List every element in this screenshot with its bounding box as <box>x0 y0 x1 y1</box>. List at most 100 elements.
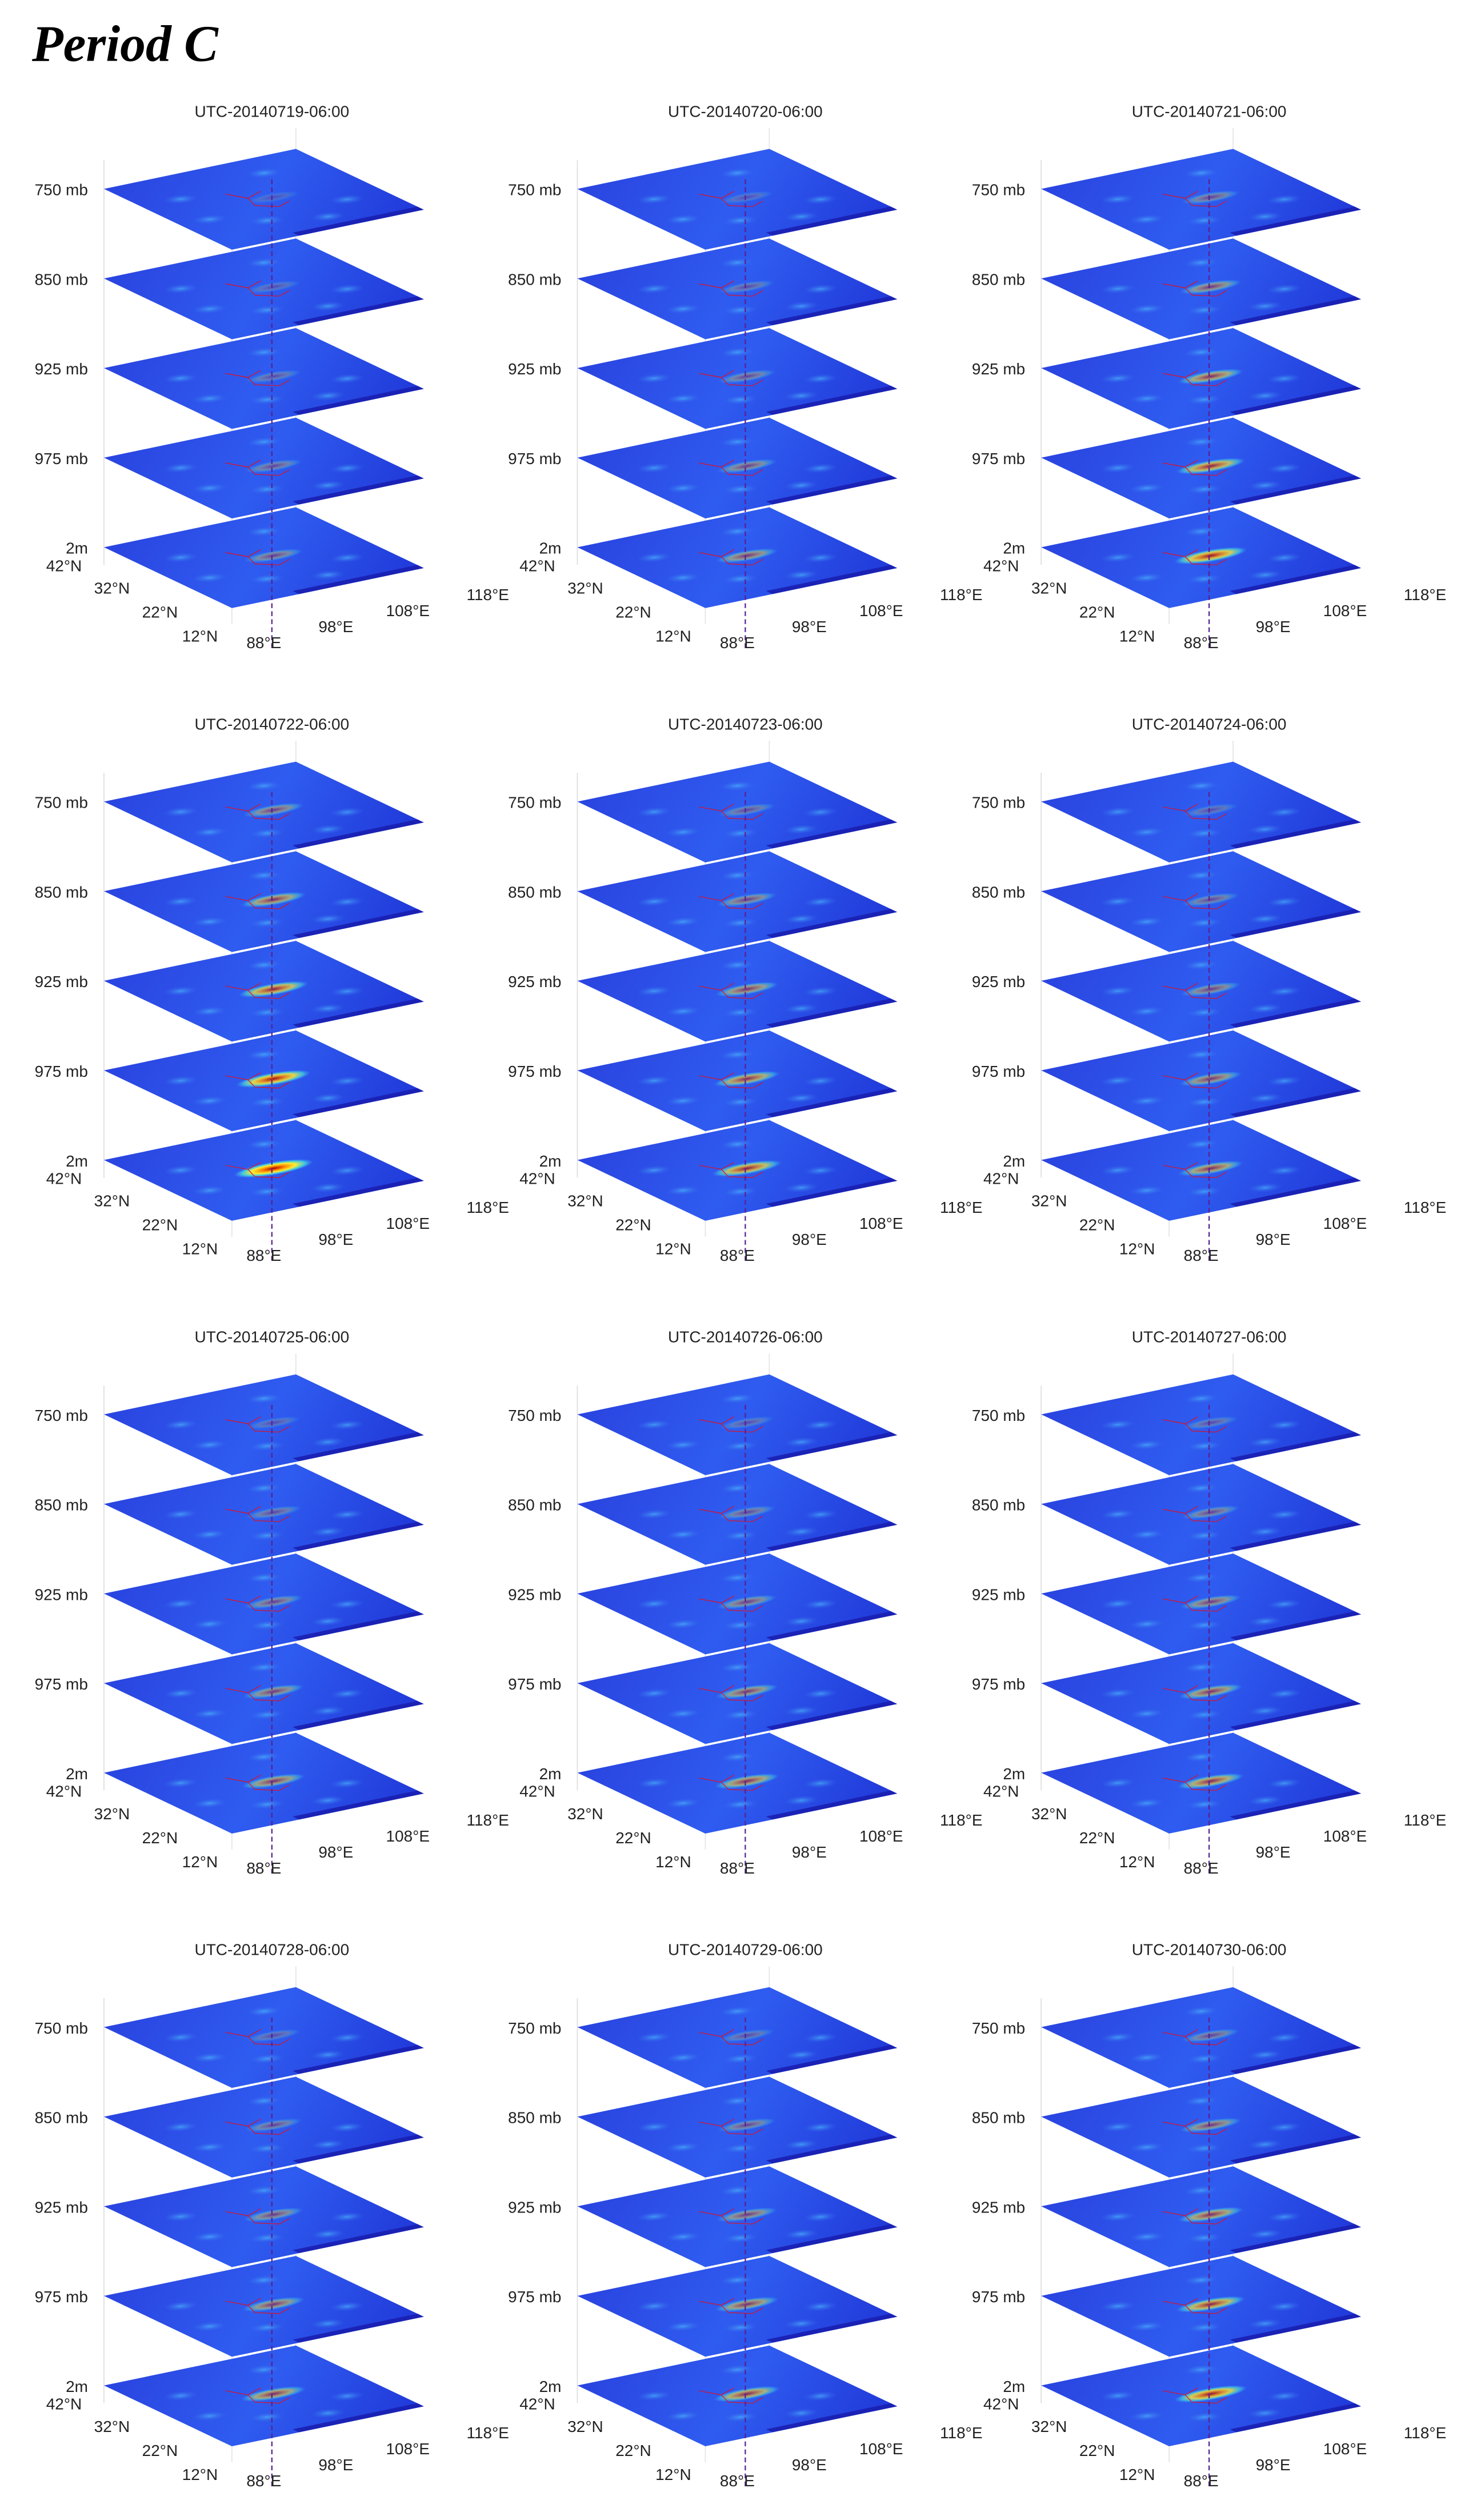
field-feature <box>1248 301 1283 311</box>
field-feature <box>250 2412 285 2422</box>
river <box>226 979 295 1003</box>
panel-title: UTC-20140719-06:00 <box>194 103 349 121</box>
field-hotspot <box>245 1505 302 1519</box>
level-label: 975 mb <box>508 1675 561 1693</box>
level-label: 850 mb <box>35 270 88 288</box>
field-feature <box>1100 1688 1135 1699</box>
field-feature <box>1187 1097 1222 1107</box>
field-feature <box>192 1185 227 1196</box>
level-label: 975 mb <box>508 450 561 468</box>
field-feature <box>1100 1509 1135 1519</box>
field-feature <box>637 986 671 996</box>
lon-tick-label: 98°E <box>792 2456 827 2474</box>
field-feature <box>723 1620 758 1630</box>
field-feature <box>192 827 227 837</box>
field-feature <box>192 304 227 314</box>
field-feature <box>666 393 701 404</box>
level-label: 975 mb <box>35 450 88 468</box>
field-feature <box>666 1798 701 1808</box>
field-feature <box>784 2229 819 2239</box>
field-feature <box>1248 1183 1283 1193</box>
level-label: 850 mb <box>508 270 561 288</box>
field-feature <box>1187 574 1222 584</box>
river <box>1163 1592 1232 1615</box>
level-plane <box>1041 1120 1362 1221</box>
river <box>1163 545 1232 569</box>
field-feature <box>246 2006 281 2016</box>
field-feature <box>784 2318 819 2329</box>
field-feature <box>330 194 365 205</box>
field-hotspot <box>243 2207 304 2222</box>
field-feature <box>310 1183 345 1193</box>
level-plane <box>1041 1030 1362 1131</box>
field-feature <box>803 897 838 907</box>
field-feature <box>1129 827 1164 837</box>
field-feature <box>330 1778 365 1788</box>
level-label: 750 mb <box>972 2019 1025 2037</box>
plane-shadow <box>766 296 898 326</box>
field-hotspot <box>715 548 778 564</box>
field-feature <box>192 917 227 927</box>
field-feature <box>784 2408 819 2418</box>
panel: UTC-20140725-06:00 750 mb 850 mb 925 mb 975 … <box>35 1328 509 1877</box>
lat-tick-label: 42°N <box>46 1170 82 1188</box>
lon-tick-label: 108°E <box>1323 602 1367 620</box>
field-feature <box>1100 1420 1135 1430</box>
river <box>1163 1158 1232 1181</box>
river <box>226 889 295 913</box>
lon-tick-label: 98°E <box>318 2456 353 2474</box>
level-label: 975 mb <box>508 1063 561 1080</box>
field-feature <box>784 301 819 311</box>
field-feature <box>723 918 758 928</box>
level-label: 975 mb <box>35 1063 88 1080</box>
plane-shadow <box>1230 1521 1362 1551</box>
field-hotspot <box>247 191 300 204</box>
level-plane <box>1041 851 1362 952</box>
plane-shadow <box>766 2134 898 2164</box>
level-plane <box>103 2166 424 2267</box>
lon-tick-label: 98°E <box>792 1231 827 1248</box>
level-label: 850 mb <box>972 1496 1025 1514</box>
lat-tick-label: 12°N <box>1119 628 1155 645</box>
level-plane <box>1041 941 1362 1041</box>
field-hotspot <box>1176 458 1246 474</box>
field-hotspot <box>246 280 301 294</box>
field-feature <box>723 2412 758 2422</box>
lat-tick-label: 12°N <box>182 2466 218 2483</box>
river <box>1163 2115 1232 2138</box>
river <box>1163 979 1232 1003</box>
level-label: 2m <box>66 1765 88 1783</box>
lon-tick-label: 118°E <box>466 1199 509 1216</box>
lat-tick-label: 22°N <box>615 604 651 621</box>
level-label: 2m <box>539 1152 562 1170</box>
field-feature <box>330 1688 365 1699</box>
lon-tick-label: 118°E <box>940 586 982 604</box>
field-feature <box>330 897 365 907</box>
level-plane <box>1041 1643 1362 1744</box>
lat-tick-label: 42°N <box>983 2395 1019 2413</box>
field-feature <box>250 1531 285 1541</box>
level-label: 925 mb <box>972 973 1025 991</box>
plane-shadow <box>293 1790 424 1820</box>
level-plane <box>1041 2255 1362 2357</box>
lat-tick-label: 12°N <box>1119 1853 1155 1871</box>
plane-shadow <box>766 1521 898 1551</box>
field-feature <box>163 2032 198 2043</box>
field-feature <box>1100 552 1135 562</box>
field-feature <box>310 2408 345 2418</box>
level-label: 2m <box>539 540 562 557</box>
field-feature <box>163 1420 198 1430</box>
level-plane <box>577 2255 898 2357</box>
lat-tick-label: 32°N <box>567 1805 603 1823</box>
field-feature <box>1248 2408 1283 2418</box>
level-label: 750 mb <box>972 794 1025 812</box>
field-feature <box>1129 1006 1164 1016</box>
panel-title: UTC-20140729-06:00 <box>668 1941 823 1959</box>
panel-title: UTC-20140725-06:00 <box>194 1328 349 1346</box>
river <box>226 2204 295 2228</box>
field-feature <box>163 2301 198 2311</box>
level-plane <box>577 1732 898 1834</box>
lat-tick-label: 32°N <box>1031 1805 1067 1823</box>
panel: UTC-20140727-06:00 750 mb 850 mb 925 mb 975 … <box>972 1328 1446 1877</box>
panel: UTC-20140724-06:00 750 mb 850 mb 925 mb 975 … <box>972 716 1446 1264</box>
